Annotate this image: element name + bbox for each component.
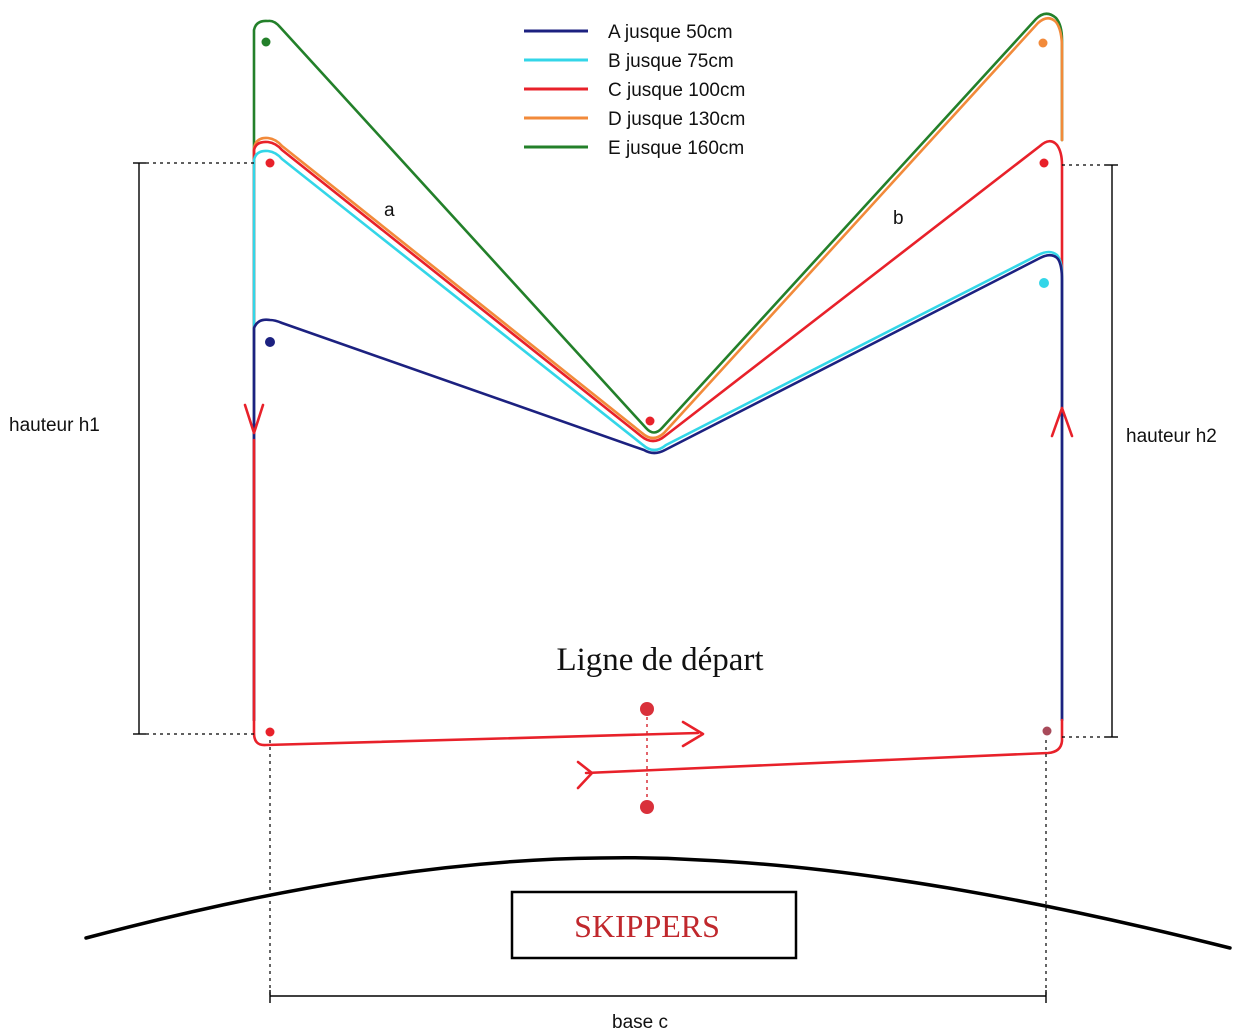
mark-b-right (1039, 278, 1049, 288)
mark-center (645, 416, 655, 426)
legend-label-a: A jusque 50cm (608, 22, 733, 43)
start-mark-bottom (640, 800, 654, 814)
course-path-c (252, 139, 1064, 722)
course-path-e (252, 12, 1064, 722)
legend-item-d: D jusque 130cm (524, 109, 745, 130)
legend-label-d: D jusque 130cm (608, 109, 745, 130)
height-h1-label: hauteur h1 (9, 415, 100, 436)
start-line-label: Ligne de départ (556, 642, 763, 678)
legend-item-a: A jusque 50cm (524, 22, 733, 43)
mark-bottom-right (1042, 726, 1052, 736)
base-c-dimension (269, 740, 1047, 1003)
course-path-d (252, 16, 1064, 722)
arrow-right-start-icon (681, 720, 705, 748)
start-mark-top (640, 702, 654, 716)
mark-top-right (1039, 158, 1049, 168)
mark-top-left (265, 158, 275, 168)
legend-item-c: C jusque 100cm (524, 80, 745, 101)
mark-a-left (265, 337, 275, 347)
height-h1-dimension (133, 162, 254, 735)
arrow-up-right-icon (1050, 406, 1074, 438)
arrow-down-left-icon (243, 403, 265, 435)
legend-label-c: C jusque 100cm (608, 80, 745, 101)
start-loop-path (252, 438, 1064, 775)
committee-box (510, 890, 798, 960)
leg-b-label: b (893, 208, 904, 229)
shoreline-curve (84, 856, 1232, 950)
arrow-tail-finish-icon (576, 760, 594, 790)
mark-e-right (1038, 38, 1048, 48)
course-path-b (252, 149, 1064, 722)
committee-box-label: SKIPPERS (574, 908, 720, 944)
legend: A jusque 50cm B jusque 75cm C jusque 100… (524, 22, 745, 159)
course-path-a (252, 253, 1064, 722)
height-h2-label: hauteur h2 (1126, 426, 1217, 447)
legend-item-e: E jusque 160cm (524, 138, 744, 159)
legend-item-b: B jusque 75cm (524, 51, 734, 72)
leg-a-label: a (384, 200, 395, 221)
legend-label-b: B jusque 75cm (608, 51, 734, 72)
legend-label-e: E jusque 160cm (608, 138, 744, 159)
height-h2-dimension (1062, 164, 1118, 738)
mark-e-left (261, 37, 271, 47)
base-c-label: base c (612, 1012, 668, 1032)
marks (261, 37, 1052, 814)
mark-bottom-left (265, 727, 275, 737)
